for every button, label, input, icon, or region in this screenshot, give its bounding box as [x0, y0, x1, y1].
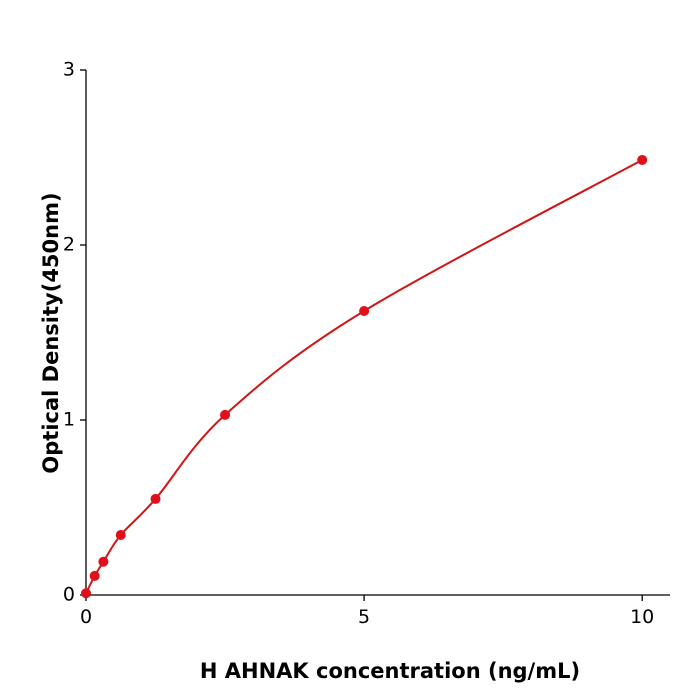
data-point: [115, 529, 126, 540]
data-point: [359, 305, 370, 316]
data-point: [150, 493, 161, 504]
data-point: [89, 570, 100, 581]
y-tick-label: 0: [63, 584, 75, 606]
data-point: [98, 556, 109, 567]
x-tick-label: 5: [358, 606, 370, 628]
y-axis-label: Optical Density(450nm): [39, 192, 63, 473]
y-tick-label: 1: [63, 409, 75, 431]
x-tick-label: 0: [80, 606, 92, 628]
data-point: [637, 154, 648, 165]
x-axis-label: H AHNAK concentration (ng/mL): [200, 659, 580, 683]
x-tick-label: 10: [630, 606, 654, 628]
fit-curve: [85, 159, 643, 594]
y-tick-label: 2: [63, 234, 75, 256]
data-point: [81, 588, 91, 599]
data-point: [220, 409, 231, 420]
y-tick-label: 3: [63, 59, 75, 81]
